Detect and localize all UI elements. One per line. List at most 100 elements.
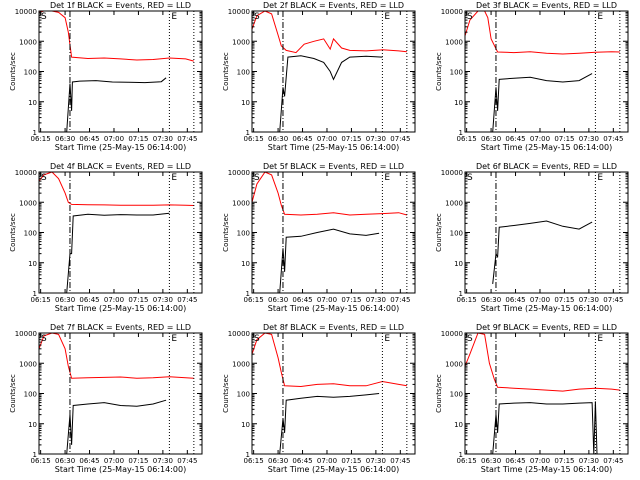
x-tick-label: 06:30 — [481, 296, 501, 304]
y-axis-label: Counts/sec — [222, 374, 230, 413]
y-tick-label: 10 — [241, 260, 250, 268]
y-tick-label: 1 — [246, 290, 250, 298]
y-tick-label: 1000 — [445, 38, 463, 46]
panel-title: Det 1f BLACK = Events, RED = LLD — [50, 1, 191, 10]
x-tick-label: 06:45 — [292, 296, 312, 304]
end-marker: E — [384, 12, 390, 22]
end-marker: E — [597, 12, 603, 22]
x-tick-label: 06:15 — [31, 135, 51, 143]
plot-frame — [464, 171, 629, 294]
x-tick-label: 07:00 — [104, 135, 124, 143]
y-tick-label: 1000 — [19, 199, 37, 207]
start-marker: S — [467, 12, 473, 22]
x-tick-label: 07:15 — [341, 296, 361, 304]
x-tick-label: 07:30 — [153, 135, 173, 143]
x-tick-label: 07:45 — [603, 296, 623, 304]
x-axis-label: Start Time (25-May-15 06:14:00) — [55, 304, 186, 313]
panel-title: Det 5f BLACK = Events, RED = LLD — [263, 162, 404, 171]
x-tick-label: 06:15 — [244, 296, 264, 304]
start-marker: S — [41, 334, 47, 344]
x-axis-label: Start Time (25-May-15 06:14:00) — [55, 143, 186, 152]
series-lld — [39, 172, 194, 206]
y-tick-label: 100 — [450, 391, 463, 399]
x-tick-label: 06:15 — [457, 457, 477, 465]
series-events — [279, 55, 383, 132]
y-tick-label: 1000 — [232, 38, 250, 46]
end-marker: E — [384, 173, 390, 183]
x-tick-label: 06:30 — [55, 296, 75, 304]
y-tick-label: 100 — [24, 391, 37, 399]
x-tick-label: 07:30 — [153, 296, 173, 304]
y-tick-label: 100 — [450, 230, 463, 238]
x-tick-label: 07:30 — [579, 135, 599, 143]
x-tick-label: 06:15 — [31, 457, 51, 465]
y-tick-label: 100 — [237, 69, 250, 77]
x-tick-label: 07:15 — [128, 457, 148, 465]
x-tick-label: 06:45 — [505, 457, 525, 465]
y-tick-label: 1000 — [232, 199, 250, 207]
start-marker: S — [254, 12, 260, 22]
plot-frame — [38, 332, 203, 455]
x-tick-label: 07:30 — [153, 457, 173, 465]
x-tick-label: 06:15 — [31, 296, 51, 304]
y-tick-label: 1 — [33, 451, 37, 459]
panel-title: Det 8f BLACK = Events, RED = LLD — [263, 323, 404, 332]
y-tick-label: 1 — [459, 129, 463, 137]
series-lld — [252, 172, 408, 216]
y-axis-label: Counts/sec — [9, 52, 17, 91]
y-tick-label: 1000 — [232, 360, 250, 368]
y-tick-label: 10000 — [441, 169, 463, 177]
x-tick-label: 07:45 — [603, 457, 623, 465]
plot-frame — [251, 171, 416, 294]
y-tick-label: 10 — [454, 421, 463, 429]
x-axis-label: Start Time (25-May-15 06:14:00) — [481, 304, 612, 313]
y-tick-label: 100 — [24, 230, 37, 238]
x-tick-label: 07:45 — [177, 135, 197, 143]
x-tick-label: 06:30 — [55, 457, 75, 465]
panel-title: Det 4f BLACK = Events, RED = LLD — [50, 162, 191, 171]
series-events — [492, 220, 593, 284]
series-lld — [465, 11, 620, 55]
y-tick-label: 10 — [28, 99, 37, 107]
start-marker: S — [254, 173, 260, 183]
x-tick-label: 07:00 — [530, 135, 550, 143]
x-axis-label: Start Time (25-May-15 06:14:00) — [55, 465, 186, 474]
x-tick-label: 07:45 — [177, 457, 197, 465]
y-tick-label: 1 — [246, 451, 250, 459]
y-tick-label: 1 — [33, 290, 37, 298]
panel-title: Det 9f BLACK = Events, RED = LLD — [476, 323, 617, 332]
end-marker: E — [597, 173, 603, 183]
x-tick-label: 06:15 — [457, 135, 477, 143]
start-marker: S — [254, 334, 260, 344]
x-tick-label: 06:15 — [244, 457, 264, 465]
y-tick-label: 10000 — [228, 330, 250, 338]
y-tick-label: 10000 — [15, 8, 37, 16]
x-tick-label: 06:30 — [268, 457, 288, 465]
series-events — [279, 228, 380, 293]
y-axis-label: Counts/sec — [9, 213, 17, 252]
y-tick-label: 100 — [237, 391, 250, 399]
x-tick-label: 07:30 — [579, 296, 599, 304]
end-marker: E — [171, 334, 177, 344]
x-axis-label: Start Time (25-May-15 06:14:00) — [268, 143, 399, 152]
series-events — [66, 77, 167, 132]
x-tick-label: 07:15 — [128, 135, 148, 143]
y-tick-label: 1000 — [445, 199, 463, 207]
y-axis-label: Counts/sec — [435, 374, 443, 413]
y-tick-label: 1 — [246, 129, 250, 137]
y-tick-label: 10 — [454, 99, 463, 107]
x-tick-label: 06:45 — [292, 135, 312, 143]
x-tick-label: 06:30 — [55, 135, 75, 143]
x-tick-label: 06:30 — [268, 296, 288, 304]
y-tick-label: 1 — [459, 290, 463, 298]
x-tick-label: 07:45 — [603, 135, 623, 143]
y-tick-label: 10000 — [441, 8, 463, 16]
x-tick-label: 07:00 — [317, 135, 337, 143]
y-tick-label: 100 — [237, 230, 250, 238]
end-marker: E — [597, 334, 603, 344]
